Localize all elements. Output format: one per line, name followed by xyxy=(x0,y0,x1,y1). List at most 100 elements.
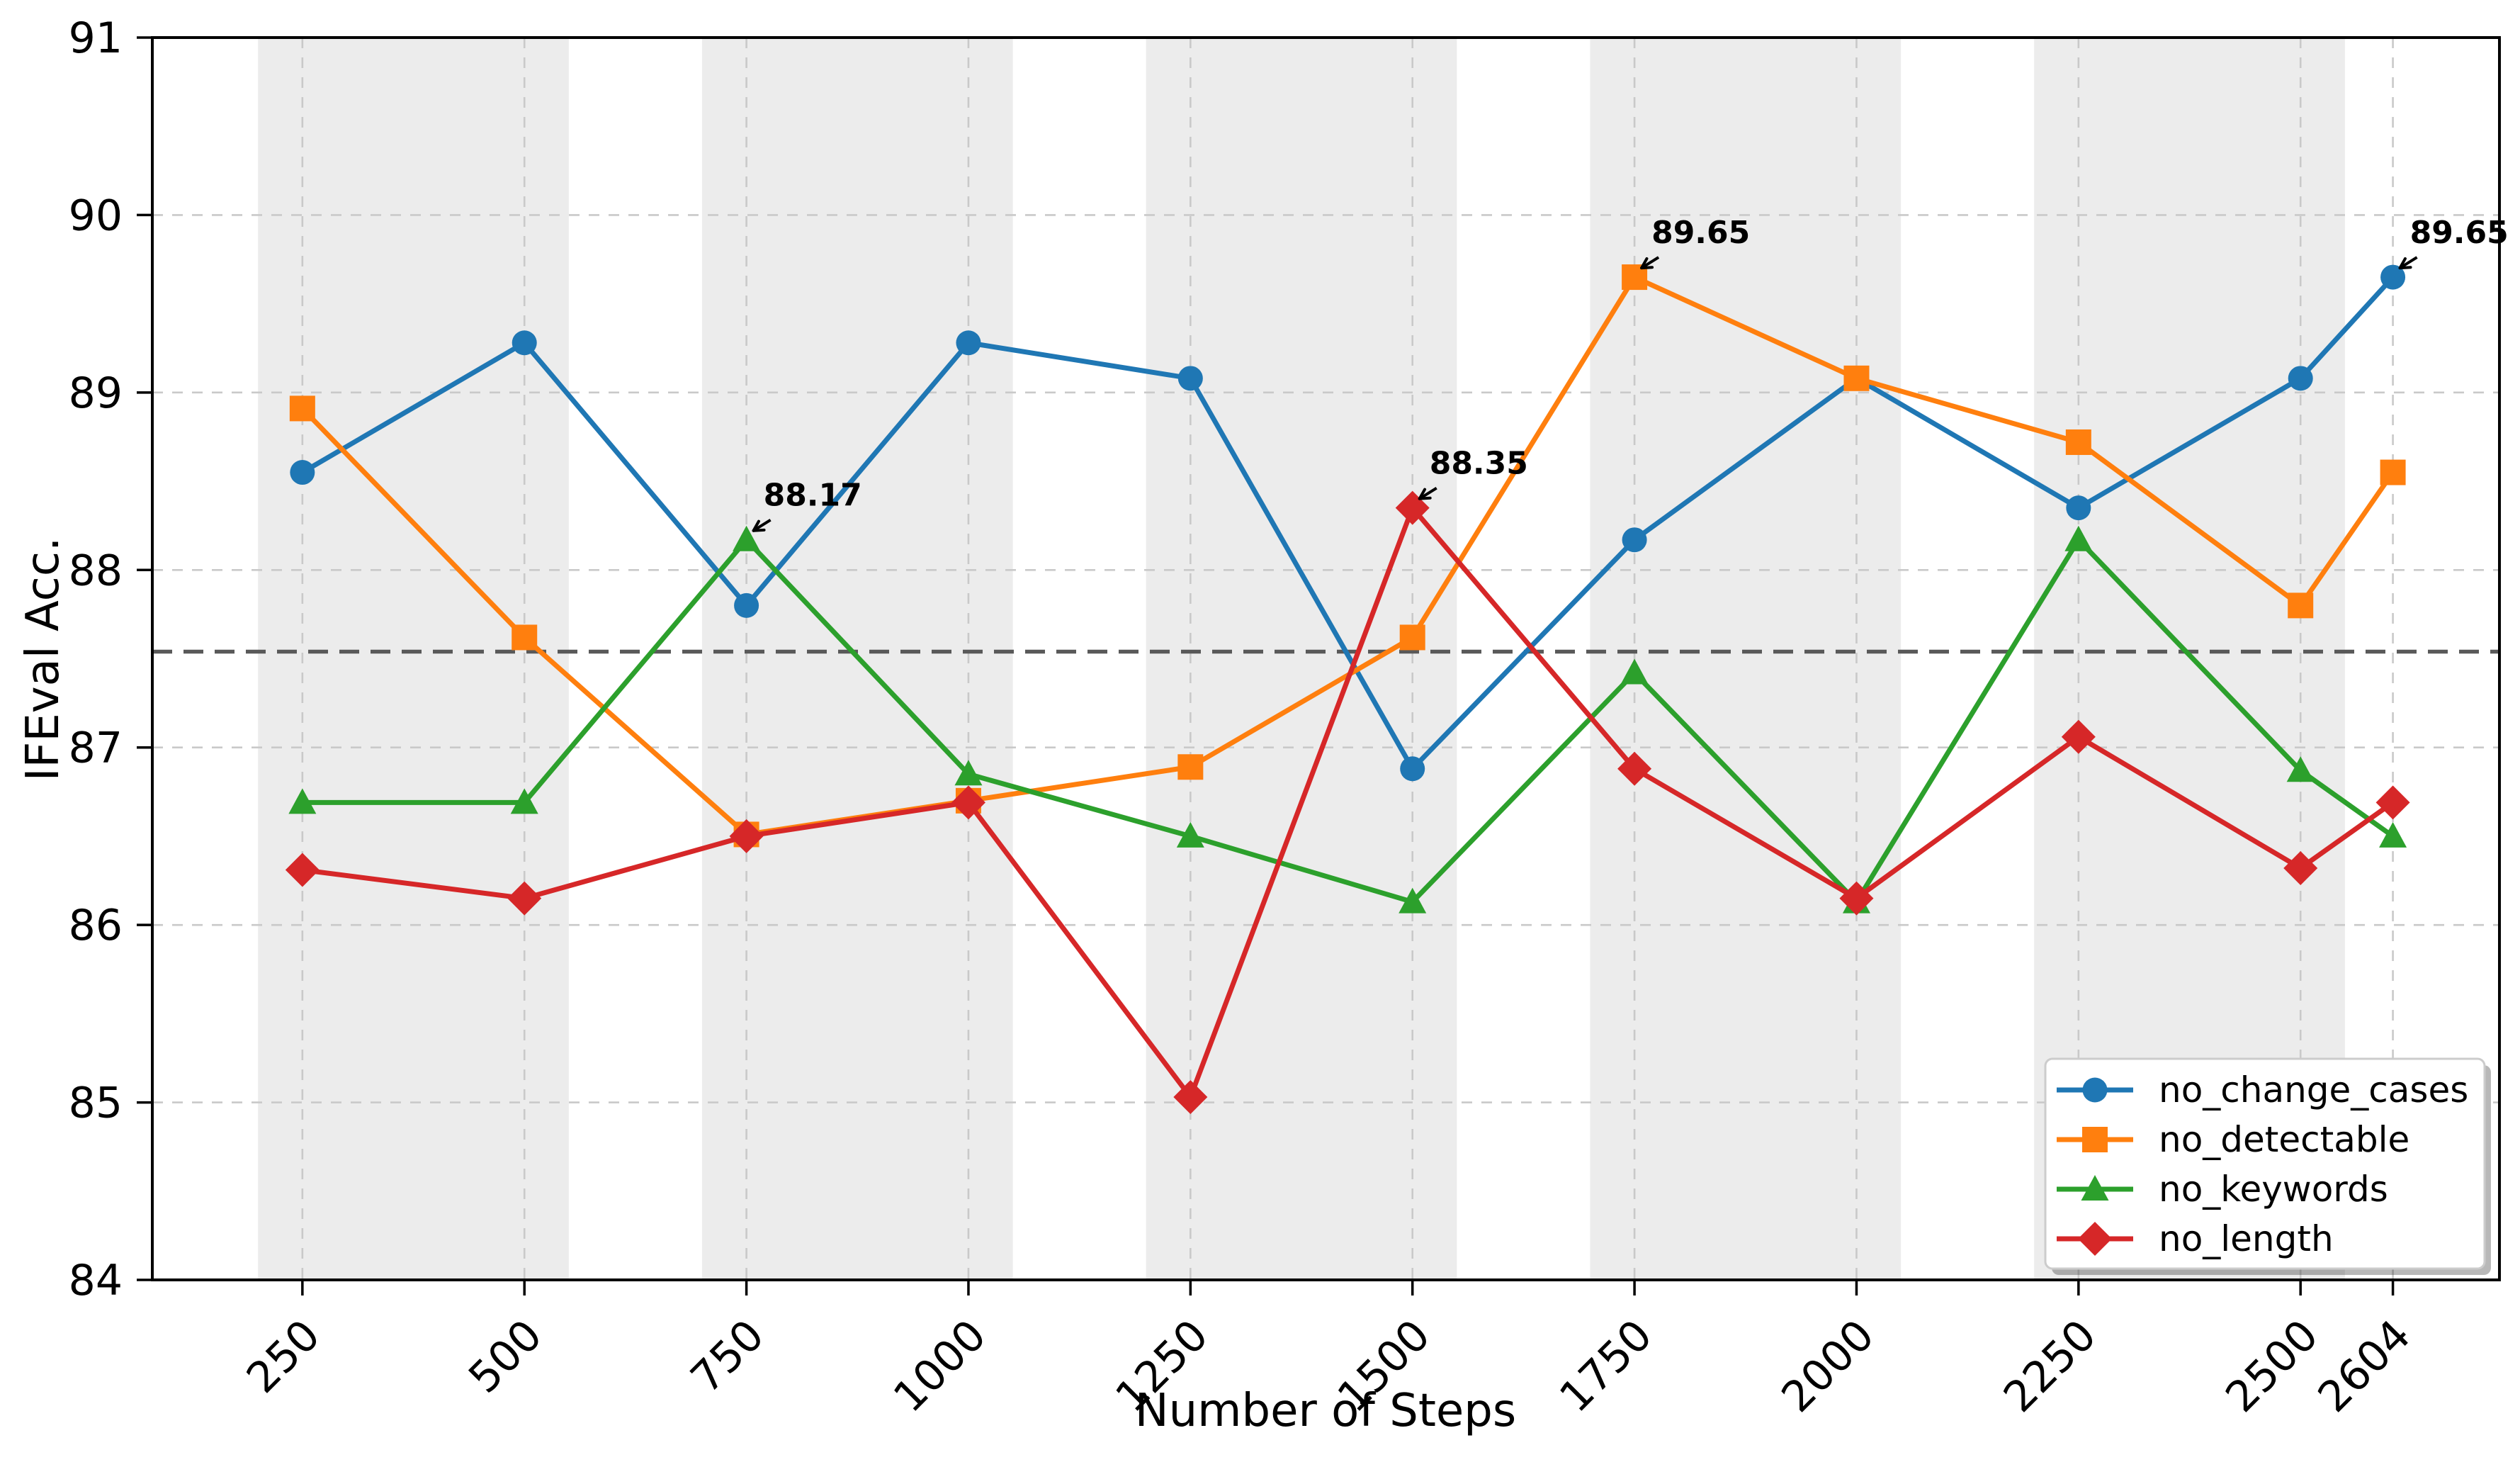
annotation-label: 88.17 xyxy=(764,478,862,514)
y-axis-title: IFEval Acc. xyxy=(17,537,69,782)
annotation-arrow xyxy=(752,519,772,532)
legend-marker-circle xyxy=(2082,1077,2108,1103)
legend-item-no_length: no_length xyxy=(2057,1218,2334,1259)
legend-box: no_change_cases no_detectable no_keywordsn… xyxy=(2044,1057,2491,1275)
series-layer xyxy=(285,264,2410,1115)
annotation-arrow xyxy=(1418,486,1437,500)
annotation-arrow xyxy=(2399,256,2418,269)
shaded-bands-layer xyxy=(258,38,2345,1280)
legend-frame xyxy=(2044,1057,2486,1270)
data-point-no_detectable xyxy=(2380,459,2406,485)
x-tick-label: 1750 xyxy=(1550,1310,1661,1422)
annotation-88.35: 88.35 xyxy=(1418,446,1528,500)
annotation-arrowhead xyxy=(1418,488,1427,500)
data-point-no_detectable xyxy=(289,395,315,422)
y-tick-label: 90 xyxy=(69,191,123,240)
annotation-arrowhead xyxy=(2398,266,2412,270)
data-point-no_detectable xyxy=(2065,429,2091,455)
annotation-arrowhead xyxy=(752,519,760,532)
data-point-no_change_cases xyxy=(734,592,759,618)
legend-marker-triangle xyxy=(2081,1175,2109,1201)
data-point-no_length xyxy=(2283,851,2318,886)
y-tick-label: 91 xyxy=(69,13,123,63)
plot-border xyxy=(151,36,2501,1281)
legend-marker-square xyxy=(2082,1127,2108,1152)
y-tick-label: 84 xyxy=(69,1256,123,1305)
legend-item-no_keywords: no_keywords xyxy=(2057,1169,2388,1210)
annotation-arrowhead xyxy=(1640,257,1649,270)
data-point-no_change_cases xyxy=(2066,495,2091,521)
data-point-no_keywords xyxy=(2064,525,2093,551)
legend-label: no_detectable xyxy=(2159,1119,2409,1160)
y-tick-label: 89 xyxy=(69,369,123,418)
data-point-no_change_cases xyxy=(2288,366,2313,391)
series-no_detectable xyxy=(289,264,2406,848)
y-tick-label: 87 xyxy=(69,724,123,773)
data-point-no_change_cases xyxy=(2380,264,2406,290)
data-point-no_change_cases xyxy=(1400,756,1425,782)
legend-marker-diamond xyxy=(2078,1222,2112,1256)
data-point-no_keywords xyxy=(954,760,983,786)
y-tick-label: 86 xyxy=(69,901,123,950)
annotation-89.65: 89.65 xyxy=(1640,215,1750,270)
data-point-no_keywords xyxy=(1399,887,1427,914)
annotation-label: 89.65 xyxy=(1651,215,1750,251)
legend-label: no_keywords xyxy=(2159,1169,2388,1210)
data-point-no_keywords xyxy=(1176,821,1204,848)
x-tick-label: 250 xyxy=(237,1310,329,1403)
x-tick-label: 2604 xyxy=(2309,1310,2420,1422)
highlight-band xyxy=(1590,38,1902,1280)
data-point-no_change_cases xyxy=(1177,366,1203,391)
annotation-arrowhead xyxy=(1640,266,1654,270)
x-tick-label: 2500 xyxy=(2216,1310,2327,1422)
annotation-arrowhead xyxy=(1418,496,1432,500)
data-point-no_length xyxy=(285,853,320,887)
data-point-no_length xyxy=(1173,1080,1208,1115)
data-point-no_detectable xyxy=(2288,592,2314,619)
legend-item-no_change_cases: no_change_cases xyxy=(2057,1069,2468,1111)
highlight-band xyxy=(258,38,569,1280)
annotation-arrow xyxy=(1641,256,1660,269)
data-point-no_keywords xyxy=(288,788,317,814)
data-point-no_detectable xyxy=(1843,365,1870,391)
y-tick-label: 85 xyxy=(69,1079,123,1128)
annotations-layer: 88.17 88.35 89.65 89.65 xyxy=(752,215,2509,532)
data-point-no_length xyxy=(507,881,542,916)
series-no_length xyxy=(285,490,2410,1115)
data-point-no_detectable xyxy=(1177,754,1204,780)
x-axis-title: Number of Steps xyxy=(1135,1385,1517,1437)
data-point-no_length xyxy=(951,785,985,820)
data-point-no_keywords xyxy=(510,788,538,814)
data-point-no_change_cases xyxy=(290,460,315,485)
data-point-no_change_cases xyxy=(956,330,981,356)
data-point-no_keywords xyxy=(1620,658,1649,685)
x-tick-label: 500 xyxy=(459,1310,551,1403)
data-point-no_length xyxy=(1839,881,1874,916)
data-point-no_detectable xyxy=(1399,624,1425,651)
annotation-label: 88.35 xyxy=(1430,446,1528,482)
data-point-no_change_cases xyxy=(512,330,537,356)
annotation-arrowhead xyxy=(752,528,766,532)
data-point-no_length xyxy=(2375,785,2410,820)
data-point-no_keywords xyxy=(2286,756,2315,782)
x-tick-label: 750 xyxy=(682,1310,774,1403)
x-tick-label: 1000 xyxy=(884,1310,995,1422)
data-point-no_length xyxy=(2061,719,2096,754)
x-tick-label: 2000 xyxy=(1773,1310,1884,1422)
data-point-no_length xyxy=(1617,751,1652,786)
legend-label: no_length xyxy=(2159,1218,2334,1259)
annotation-89.65: 89.65 xyxy=(2398,215,2509,270)
y-tick-label: 88 xyxy=(69,546,123,595)
data-point-no_keywords xyxy=(733,525,761,551)
legend-item-no_detectable: no_detectable xyxy=(2057,1119,2409,1160)
data-point-no_change_cases xyxy=(1622,527,1647,553)
data-point-no_keywords xyxy=(2379,821,2407,848)
legend-label: no_change_cases xyxy=(2159,1069,2468,1111)
annotation-88.17: 88.17 xyxy=(752,478,862,532)
annotation-label: 89.65 xyxy=(2410,215,2509,251)
data-point-no_detectable xyxy=(512,624,538,651)
annotation-arrowhead xyxy=(2398,257,2407,270)
data-point-no_length xyxy=(729,819,764,853)
